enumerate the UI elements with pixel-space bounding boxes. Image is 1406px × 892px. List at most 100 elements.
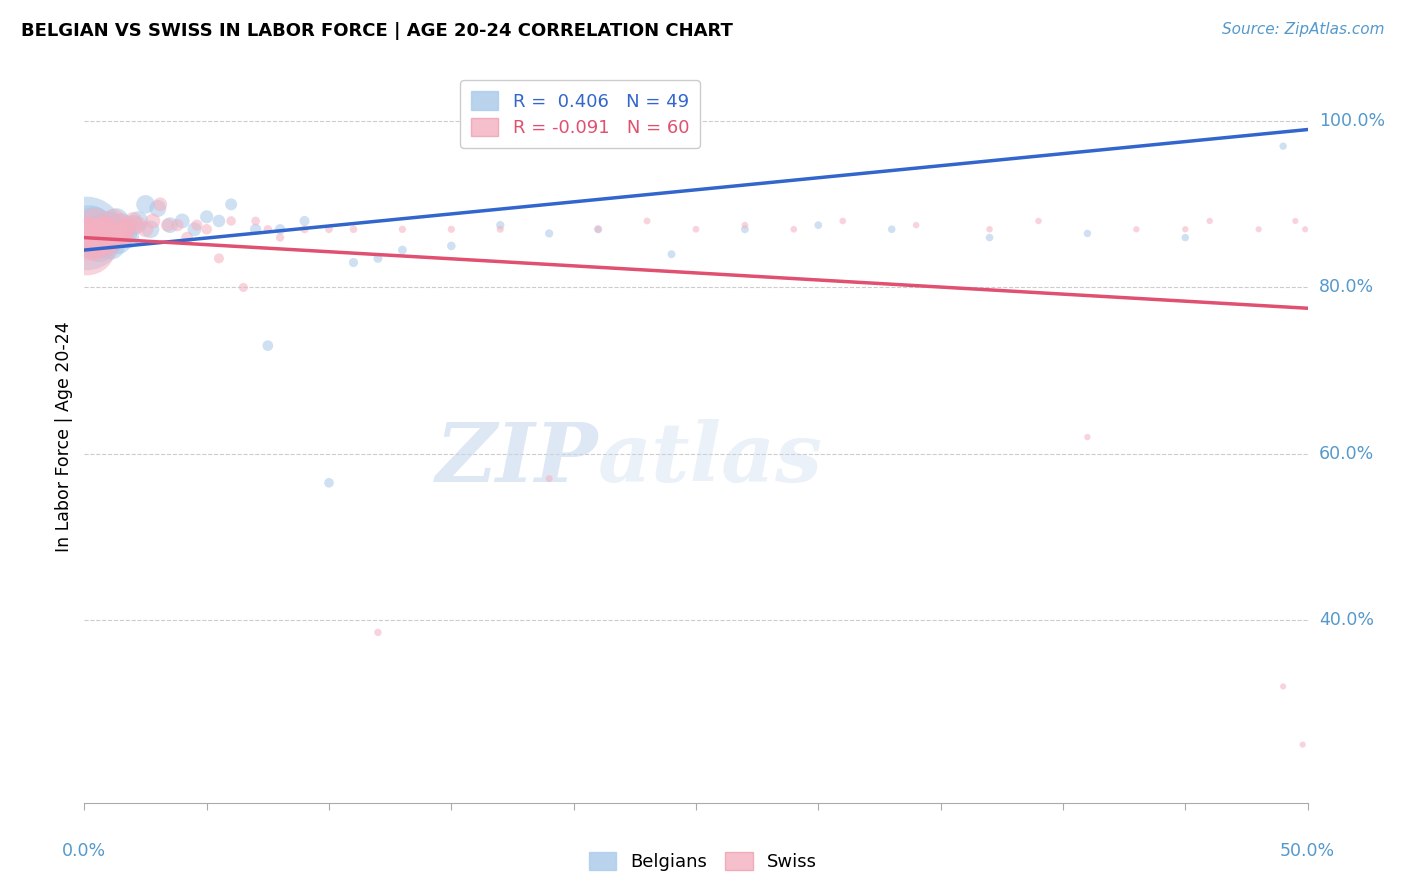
Point [979,222,1001,236]
Point [538,227,561,241]
Point [342,222,364,236]
Point [146,202,169,216]
Point [1284,214,1306,228]
Point [142,214,165,228]
Point [367,252,389,266]
Point [1247,222,1270,236]
Point [538,472,561,486]
Text: 100.0%: 100.0% [1319,112,1385,130]
Point [391,222,413,236]
Text: 0.0%: 0.0% [62,842,107,860]
Point [83,218,105,232]
Point [245,222,267,236]
Point [97,235,120,249]
Point [83,218,105,232]
Text: BELGIAN VS SWISS IN LABOR FORCE | AGE 20-24 CORRELATION CHART: BELGIAN VS SWISS IN LABOR FORCE | AGE 20… [21,22,733,40]
Point [636,214,658,228]
Point [257,339,280,353]
Text: 40.0%: 40.0% [1319,611,1374,629]
Point [149,197,172,211]
Point [103,222,125,236]
Point [294,222,316,236]
Text: 80.0%: 80.0% [1319,278,1374,296]
Point [90,222,112,236]
Point [80,235,103,249]
Point [122,218,145,232]
Point [156,218,179,232]
Point [257,222,280,236]
Point [117,230,139,244]
Point [208,252,231,266]
Point [105,214,128,228]
Text: 60.0%: 60.0% [1319,445,1374,463]
Point [86,235,108,249]
Point [117,218,139,232]
Point [76,227,98,241]
Point [1125,222,1147,236]
Text: atlas: atlas [598,419,824,499]
Point [1292,738,1315,752]
Point [195,210,218,224]
Point [391,243,413,257]
Text: ZIP: ZIP [436,419,598,499]
Point [93,222,115,236]
Point [1076,227,1098,241]
Point [232,280,254,294]
Point [112,222,135,236]
Point [318,222,340,236]
Point [96,235,118,249]
Point [97,218,120,232]
Point [905,218,928,232]
Point [489,222,512,236]
Point [269,230,291,244]
Legend: R =  0.406   N = 49, R = -0.091   N = 60: R = 0.406 N = 49, R = -0.091 N = 60 [460,80,700,148]
Point [979,230,1001,244]
Point [93,227,115,241]
Point [90,230,112,244]
Point [76,239,98,253]
Point [166,218,188,232]
Legend: Belgians, Swiss: Belgians, Swiss [582,845,824,879]
Point [86,227,108,241]
Point [1076,430,1098,444]
Point [1198,214,1220,228]
Point [783,222,806,236]
Point [1174,230,1197,244]
Point [159,218,181,232]
Point [1174,222,1197,236]
Point [100,239,122,253]
Point [1272,139,1295,153]
Point [734,222,756,236]
Point [110,218,132,232]
Point [115,222,138,236]
Point [831,214,853,228]
Point [734,218,756,232]
Point [1272,680,1295,694]
Point [661,247,683,261]
Point [127,218,149,232]
Point [440,239,463,253]
Point [107,235,129,249]
Point [183,222,205,236]
Point [77,230,100,244]
Point [245,214,267,228]
Point [208,214,231,228]
Point [440,222,463,236]
Point [112,230,135,244]
Point [107,218,129,232]
Point [77,222,100,236]
Point [880,222,903,236]
Y-axis label: In Labor Force | Age 20-24: In Labor Force | Age 20-24 [55,322,73,552]
Point [103,214,125,228]
Point [807,218,830,232]
Point [269,222,291,236]
Point [318,475,340,490]
Point [100,230,122,244]
Point [135,197,157,211]
Point [367,625,389,640]
Point [135,222,157,236]
Point [80,230,103,244]
Point [127,214,149,228]
Point [176,230,198,244]
Point [1028,214,1050,228]
